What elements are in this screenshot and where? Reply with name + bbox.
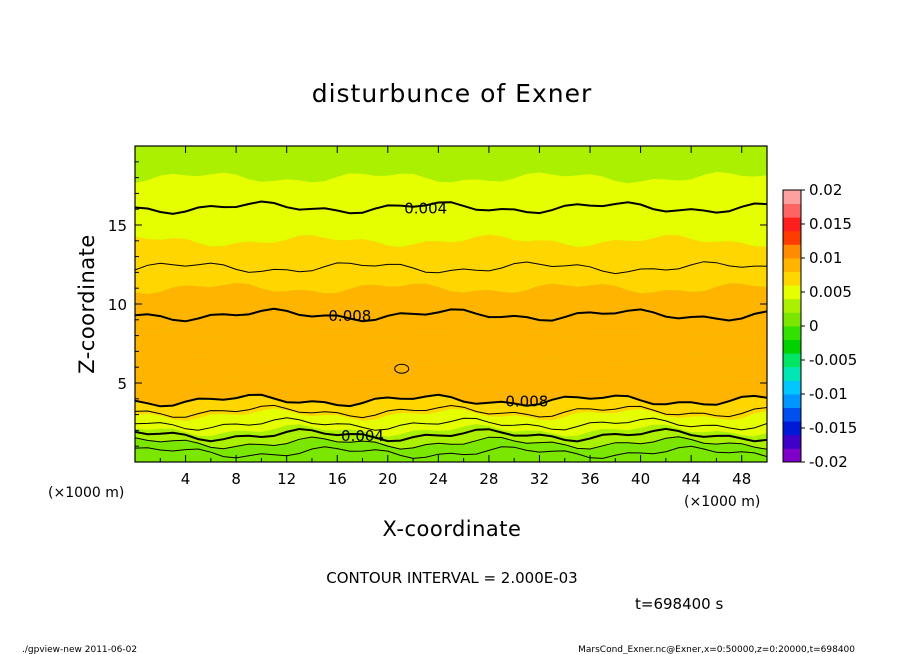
x-tick-label: 32: [530, 470, 549, 488]
field-band: [135, 377, 767, 407]
field-band: [135, 261, 767, 294]
colorbar-ticks: 0.02 0.015 0.01 0.005 0 -0.005 -0.01 -0.015 -0.0…: [801, 181, 857, 471]
field-band: [135, 282, 767, 322]
colorbar-segment: [783, 312, 801, 327]
colorbar-tick-label: 0.02: [809, 181, 842, 199]
contour-label: 0.004: [341, 427, 384, 445]
field-band: [135, 436, 767, 459]
colorbar-segment: [783, 366, 801, 381]
x-tick-label: 16: [328, 470, 347, 488]
field-band: [135, 171, 767, 214]
contour-line: [135, 417, 767, 431]
colorbar-segment: [783, 258, 801, 272]
contour-line: [135, 393, 767, 408]
colorbar-segment: [783, 353, 801, 368]
contour-line: [135, 261, 767, 275]
colorbar-segment: [783, 217, 801, 232]
colorbar-segment: [783, 339, 801, 354]
x-unit-left: (×1000 m): [48, 485, 124, 501]
colorbar-tick-label: 0: [809, 317, 819, 335]
x-tick-label: 44: [682, 470, 701, 488]
colorbar-tick-label: -0.02: [809, 453, 848, 471]
contour-line: [135, 445, 767, 459]
colorbar-tick-label: -0.015: [809, 419, 857, 437]
colorbar-tick-label: 0.005: [809, 283, 852, 301]
y-tick-label: 5: [117, 375, 127, 393]
colorbar-segment: [783, 326, 801, 340]
x-tick-label: 28: [479, 470, 498, 488]
field-band: [135, 394, 767, 421]
contour-label: 0.008: [328, 307, 371, 325]
contour-field: [135, 146, 767, 462]
y-axis-ticks: 5 10 15: [108, 161, 767, 447]
x-unit-right: (×1000 m): [684, 494, 760, 510]
field-band: [135, 234, 767, 274]
colorbar-segment: [783, 285, 801, 300]
x-tick-label: 36: [580, 470, 599, 488]
contour-line: [135, 200, 767, 215]
field-band: [135, 146, 767, 184]
x-tick-label: 48: [732, 470, 751, 488]
field-band: [135, 201, 767, 247]
contour-line: [135, 427, 767, 443]
colorbar: [783, 190, 801, 463]
colorbar-segment: [783, 407, 801, 422]
contour-max-ellipse: [394, 363, 410, 374]
colorbar-segment: [783, 203, 801, 218]
colorbar-segment: [783, 271, 801, 286]
x-tick-label: 4: [181, 470, 191, 488]
chart-title: disturbunce of Exner: [312, 79, 593, 108]
colorbar-segment: [783, 190, 801, 204]
footer-right: MarsCond_Exner.nc@Exner,x=0:50000,z=0:20…: [578, 645, 855, 654]
colorbar-segment: [783, 448, 801, 463]
colorbar-segment: [783, 394, 801, 408]
x-axis-ticks: 4 8 12 16 20 24 28 32 36 40 44 48: [159, 146, 751, 488]
time-label: t=698400 s: [635, 595, 723, 613]
contour-line: [135, 436, 767, 450]
y-axis-label: Z-coordinate: [75, 234, 99, 374]
x-tick-label: 24: [429, 470, 448, 488]
colorbar-tick-label: -0.005: [809, 351, 857, 369]
field-band: [135, 308, 767, 339]
field-band: [135, 353, 767, 389]
colorbar-segment: [783, 244, 801, 259]
colorbar-segment: [783, 434, 801, 449]
contour-labels: 0.004 0.008 0.008 0.004: [328, 200, 548, 446]
field-band: [135, 408, 767, 437]
colorbar-tick-label: 0.01: [809, 249, 842, 267]
y-tick-label: 10: [108, 296, 127, 314]
field-band: [135, 446, 767, 462]
contour-line: [135, 307, 767, 323]
colorbar-tick-label: 0.015: [809, 215, 852, 233]
colorbar-segment: [783, 298, 801, 313]
x-tick-label: 12: [277, 470, 296, 488]
footer-left: ./gpview-new 2011-06-02: [22, 645, 137, 654]
colorbar-segment: [783, 230, 801, 245]
contour-label: 0.008: [505, 392, 548, 410]
field-band: [135, 326, 767, 366]
y-tick-label: 15: [108, 217, 127, 235]
contour-line: [135, 404, 767, 419]
contour-lines: [135, 200, 767, 459]
x-axis-label: X-coordinate: [383, 517, 522, 541]
colorbar-segment: [783, 421, 801, 436]
x-tick-label: 40: [631, 470, 650, 488]
contour-interval: CONTOUR INTERVAL = 2.000E-03: [326, 569, 577, 587]
contour-label: 0.004: [404, 200, 447, 218]
colorbar-tick-label: -0.01: [809, 385, 848, 403]
colorbar-segment: [783, 380, 801, 395]
x-tick-label: 20: [378, 470, 397, 488]
x-tick-label: 8: [231, 470, 241, 488]
